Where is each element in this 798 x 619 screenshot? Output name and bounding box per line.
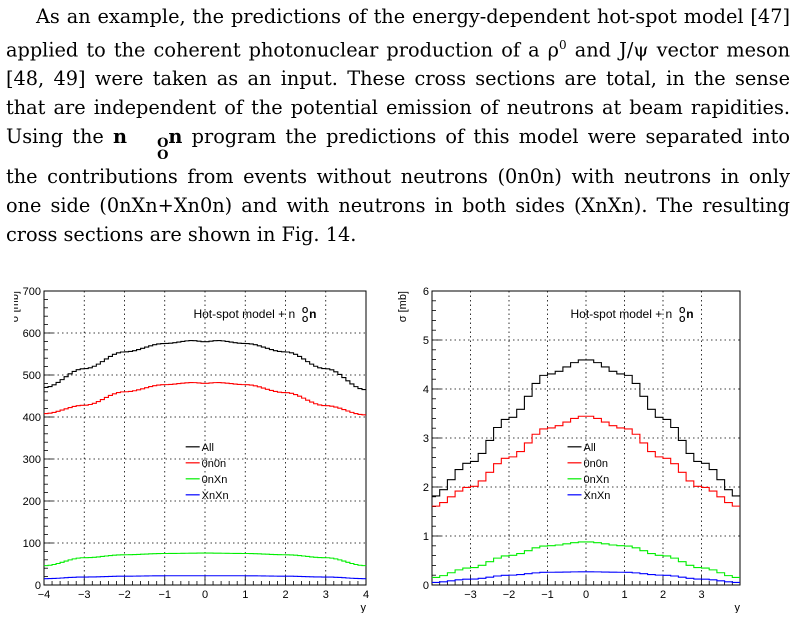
y-tick-label: 4 (423, 384, 429, 396)
series-line-0nxn (432, 541, 740, 578)
paragraph-part-1: As an example, the predictions of the en… (6, 5, 790, 62)
y-tick-label: 5 (423, 335, 429, 347)
y-tick-label: 0 (35, 580, 41, 592)
legend-label: All (202, 442, 214, 454)
y-tick-label: 700 (23, 286, 41, 298)
series-line-xnxn (432, 571, 740, 584)
program-name-sup: O (157, 136, 169, 152)
x-tick-label: 0 (583, 589, 589, 601)
program-name-sub: O (157, 148, 169, 164)
chart-right: −3 −2 −1 0 1 2 3 0 1 2 3 4 5 6 y σ [mb] Hot-spot model +… (397, 283, 768, 617)
x-tick-label: −3 (464, 589, 477, 601)
paragraph-part-2: and J/ψ vector meson [48, 49] were taken… (6, 38, 790, 149)
series-line-all (432, 359, 740, 497)
x-tick-label: 0 (202, 589, 208, 601)
y-tick-label: 1 (423, 531, 429, 543)
chart-left: −4 −3 −2 −1 0 1 2 3 4 0 100 200 300 400 500 600 700 y σ [m… (9, 283, 384, 617)
rho-superscript: 0 (559, 38, 567, 52)
chart-title-sup: O (679, 306, 685, 315)
chart-title: Hot-spot model + n (571, 307, 673, 321)
x-tick-label: 3 (323, 589, 329, 601)
y-tick-label: 600 (23, 328, 41, 340)
chart-right-svg: −3 −2 −1 0 1 2 3 0 1 2 3 4 5 6 y σ [mb] Hot-spot model +… (397, 286, 741, 614)
series-line-all (44, 340, 366, 391)
chart-title-sub: O (302, 315, 308, 324)
series-line-xnxn (44, 575, 366, 580)
y-tick-label: 500 (23, 370, 41, 382)
y-tick-label: 3 (423, 433, 429, 445)
chart-title-end: n (686, 307, 693, 321)
y-tick-label: 300 (23, 454, 41, 466)
x-tick-label: 3 (698, 589, 704, 601)
series-line-0n0n (432, 415, 740, 507)
y-axis-label: σ [mb] (14, 291, 21, 322)
x-tick-label: 1 (621, 589, 627, 601)
paragraph-text: As an example, the predictions of the en… (6, 2, 790, 249)
legend-label: XnXn (202, 490, 229, 502)
x-tick-label: −1 (158, 589, 171, 601)
x-tick-label: −2 (118, 589, 131, 601)
legend-label: 0n0n (584, 458, 608, 470)
x-tick-label: 1 (242, 589, 248, 601)
x-tick-label: 2 (282, 589, 288, 601)
y-tick-label: 6 (423, 286, 429, 298)
x-axis-label: y (361, 602, 367, 613)
series-line-0n0n (44, 382, 366, 416)
y-tick-label: 100 (23, 538, 41, 550)
x-tick-label: 2 (660, 589, 666, 601)
x-tick-label: −4 (38, 589, 51, 601)
x-tick-label: −3 (78, 589, 91, 601)
legend-label: XnXn (584, 490, 611, 502)
legend-label: All (584, 442, 596, 454)
chart-title-sup: O (302, 306, 308, 315)
series-line-0nxn (44, 552, 366, 567)
legend-label: 0nXn (584, 474, 610, 486)
legend-label: 0n0n (202, 458, 226, 470)
x-axis-label: y (735, 602, 741, 613)
paragraph-part-3: program the predictions of this model we… (6, 125, 790, 247)
legend-label: 0nXn (202, 474, 228, 486)
y-tick-label: 200 (23, 496, 41, 508)
x-tick-label: −2 (503, 589, 516, 601)
body-paragraph: As an example, the predictions of the en… (6, 2, 790, 249)
y-axis-label: σ [mb] (398, 291, 409, 322)
chart-title-end: n (309, 307, 316, 321)
y-tick-label: 0 (423, 580, 429, 592)
chart-title-sub: O (679, 315, 685, 324)
y-tick-label: 400 (23, 412, 41, 424)
chart-title: Hot-spot model + n (193, 307, 295, 321)
plot-frame (43, 290, 367, 586)
x-tick-label: −1 (541, 589, 554, 601)
y-tick-label: 2 (423, 482, 429, 494)
x-tick-label: 4 (363, 589, 369, 601)
chart-left-svg: −4 −3 −2 −1 0 1 2 3 4 0 100 200 300 400 500 600 700 y σ [m… (9, 286, 369, 614)
